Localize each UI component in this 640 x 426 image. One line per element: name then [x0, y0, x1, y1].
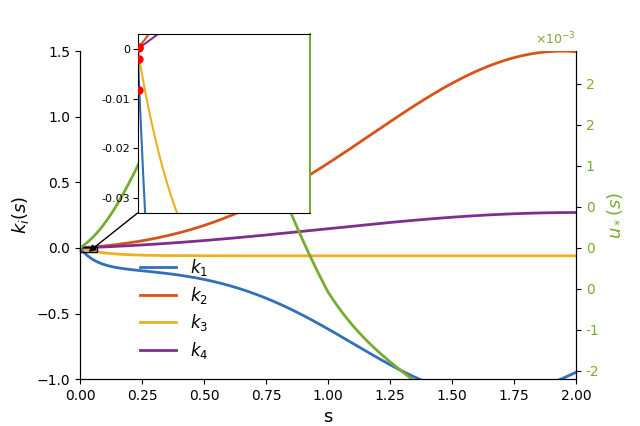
Legend: $k_1$, $k_2$, $k_3$, $k_4$: $k_1$, $k_2$, $k_3$, $k_4$	[133, 250, 214, 368]
Line: $k_2$: $k_2$	[80, 51, 576, 248]
$k_3$	[76, 245, 84, 250]
$k_1$	[304, 315, 312, 320]
$k_3$	[557, 253, 565, 258]
$k_4$	[558, 210, 566, 215]
Text: $\times 10^{-3}$: $\times 10^{-3}$	[535, 31, 576, 48]
$k_2$	[572, 49, 580, 54]
$k_3$	[102, 250, 109, 256]
$k_2$	[558, 49, 566, 54]
$k_3$	[317, 253, 325, 258]
$k_1$	[558, 376, 566, 381]
Y-axis label: $k_i(s)$: $k_i(s)$	[10, 196, 31, 234]
$k_1$	[76, 245, 84, 250]
$k_4$	[557, 210, 565, 215]
$k_2$	[467, 72, 474, 77]
$k_4$	[317, 227, 325, 232]
$k_2$	[557, 49, 565, 54]
Y-axis label: $u_*(s)$: $u_*(s)$	[605, 192, 624, 239]
$k_1$	[558, 376, 566, 381]
$k_2$	[76, 245, 84, 250]
$k_4$	[304, 228, 312, 233]
$k_1$	[467, 391, 474, 397]
$k_4$	[467, 213, 474, 219]
$k_4$	[76, 245, 84, 250]
$k_4$	[572, 210, 580, 215]
$k_2$	[102, 243, 109, 248]
Line: $k_4$: $k_4$	[80, 213, 576, 248]
Bar	[80, 247, 97, 252]
$k_1$	[317, 322, 325, 328]
$k_3$	[572, 253, 580, 258]
$k_2$	[317, 165, 325, 170]
$k_2$	[304, 173, 312, 178]
$k_3$	[467, 253, 474, 258]
$k_4$	[102, 245, 109, 250]
$k_1$	[102, 262, 109, 268]
$k_1$	[572, 370, 580, 375]
$k_3$	[558, 253, 566, 258]
Line: $k_1$: $k_1$	[80, 248, 576, 395]
$k_1$	[486, 393, 493, 398]
$k_3$	[304, 253, 312, 258]
Line: $k_3$: $k_3$	[80, 248, 576, 256]
X-axis label: s: s	[323, 409, 333, 426]
$k_2$	[559, 49, 566, 54]
